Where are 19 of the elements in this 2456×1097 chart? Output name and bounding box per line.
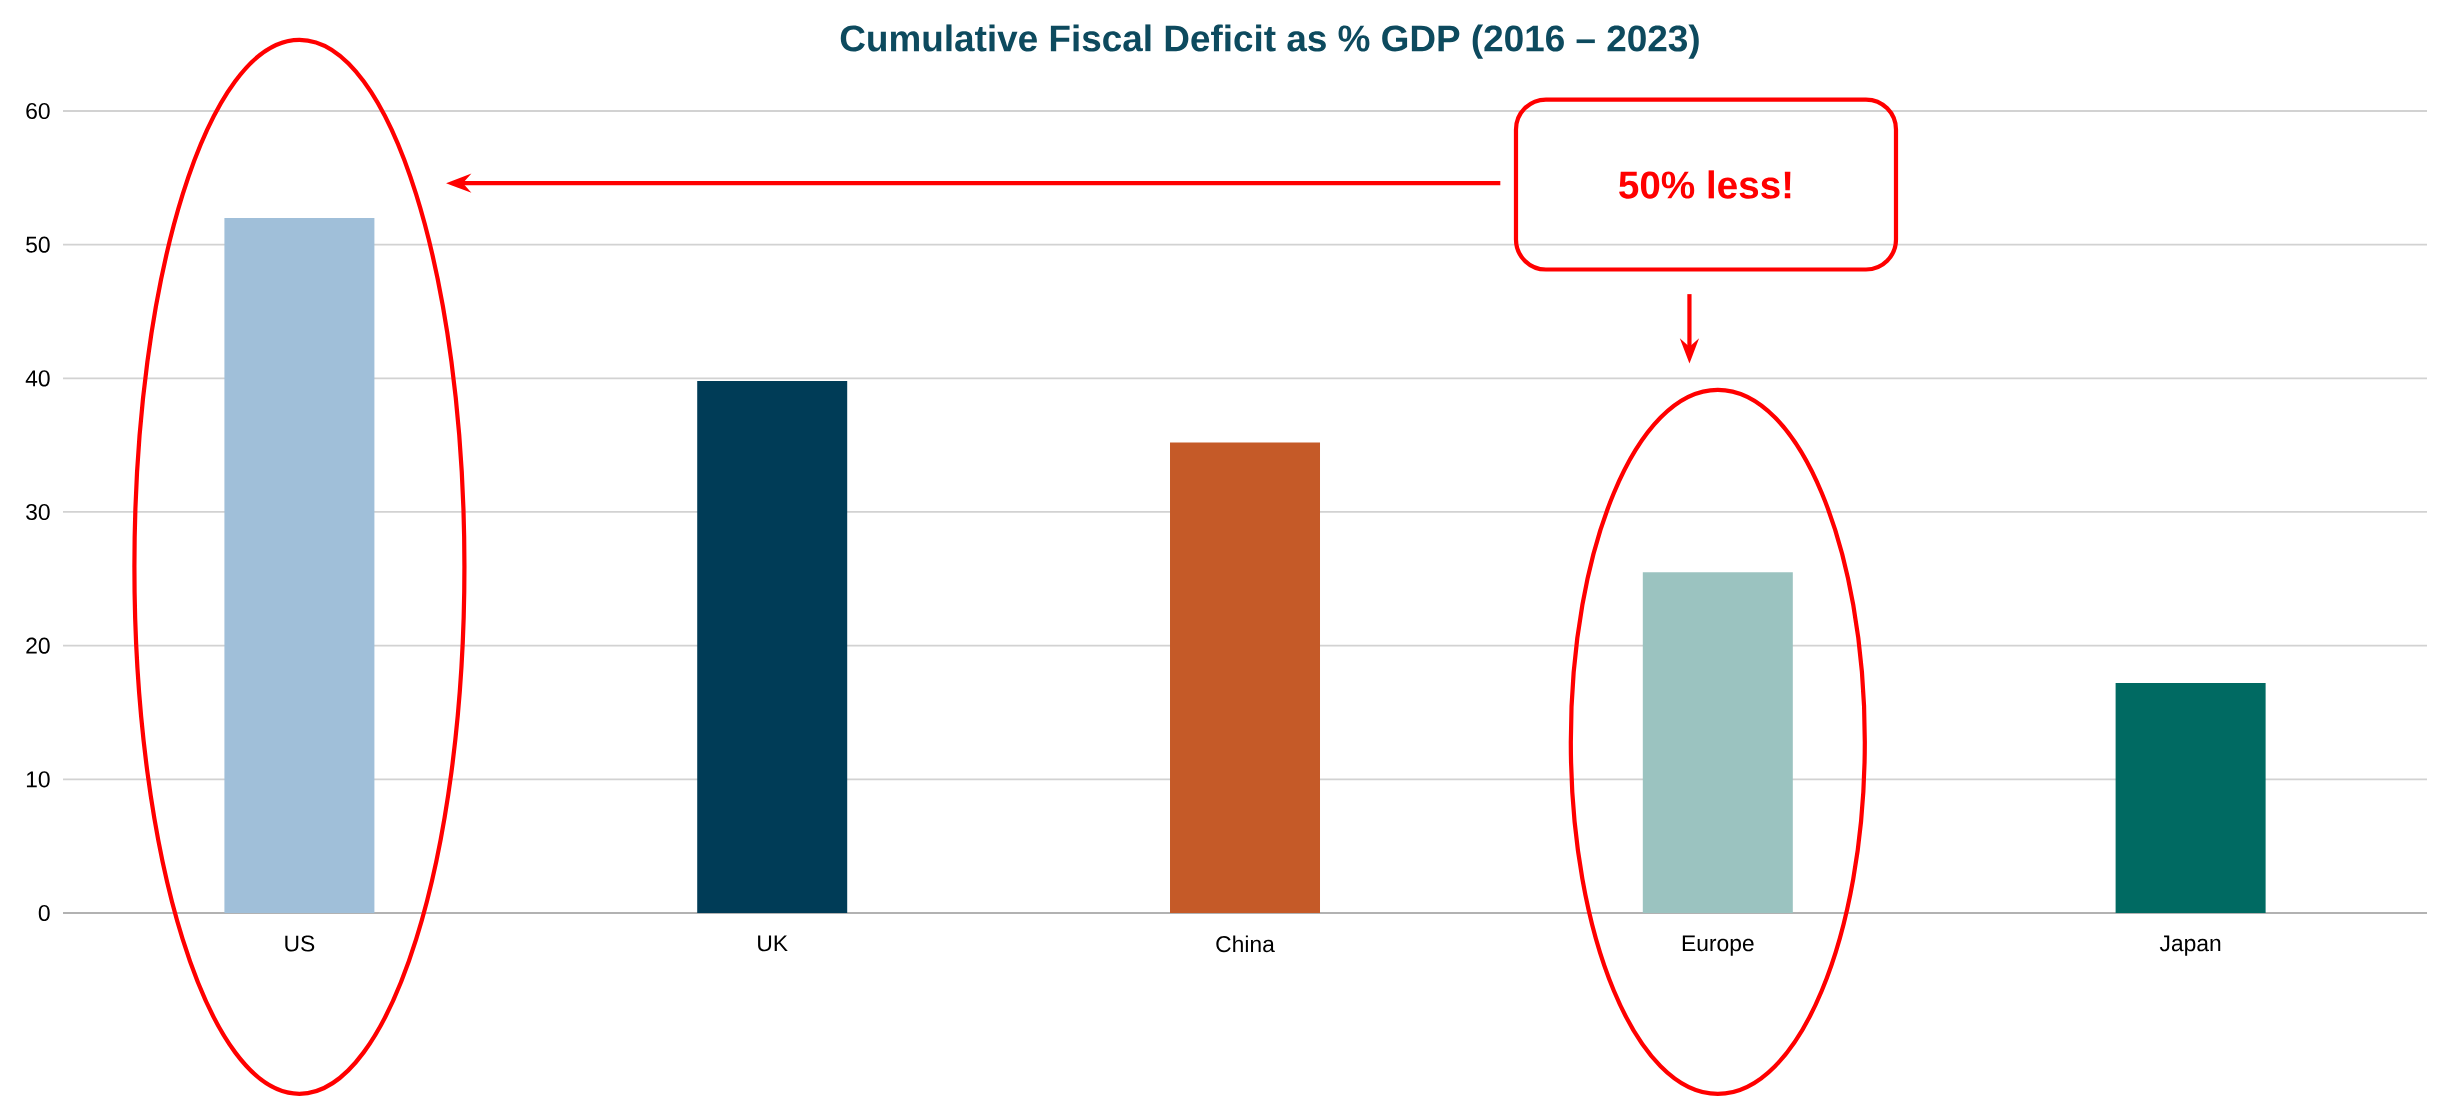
- y-tick-label: 20: [26, 637, 50, 654]
- bar: [224, 217, 375, 913]
- y-tick-label: 10: [26, 771, 50, 788]
- y-tick-label: 0: [38, 904, 50, 922]
- x-tick-label: Japan: [2159, 935, 2221, 956]
- y-tick-label: 30: [26, 503, 50, 521]
- y-tick-label: 50: [26, 236, 50, 253]
- x-tick-label: US: [285, 935, 315, 952]
- chart-title: Cumulative Fiscal Deficit as % GDP (2016 – 2023): [840, 24, 1699, 59]
- x-tick-label: China: [1216, 935, 1275, 953]
- bar: [1642, 572, 1793, 913]
- bar: [697, 381, 848, 913]
- x-tick-label: Europe: [1682, 935, 1754, 956]
- y-tick-label: 60: [26, 102, 50, 120]
- y-tick-label: 40: [25, 370, 50, 387]
- bar: [1170, 442, 1321, 913]
- bar: [2115, 683, 2266, 913]
- x-tick-label: UK: [758, 935, 788, 952]
- annotation: 50% less!: [1619, 170, 1791, 199]
